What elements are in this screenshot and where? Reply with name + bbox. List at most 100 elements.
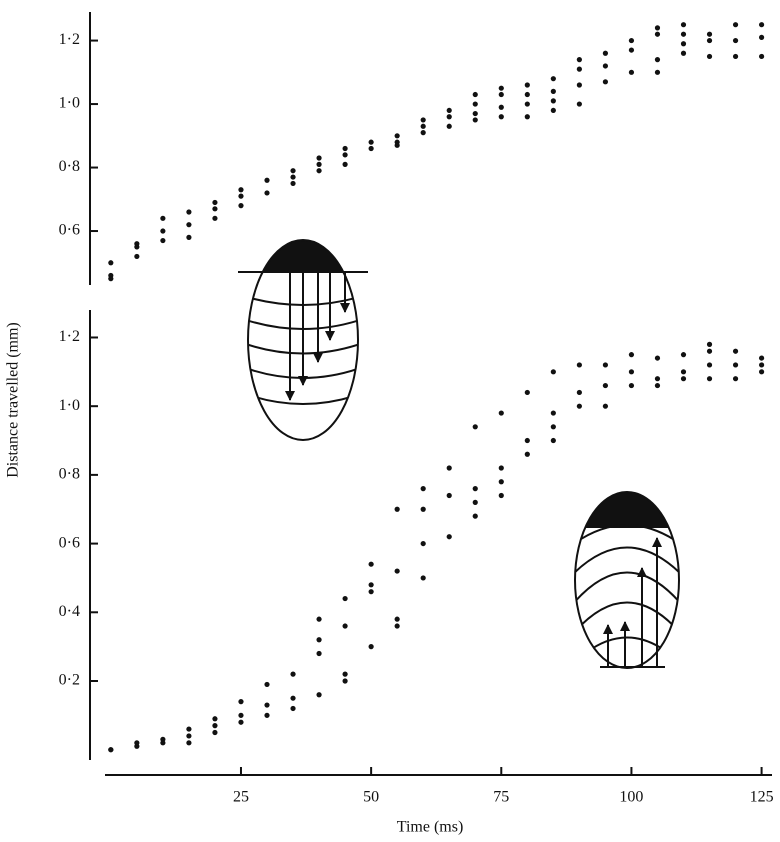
point [706,53,713,60]
point [290,671,296,677]
point [524,114,530,120]
point [524,451,530,457]
point [654,57,661,63]
point [680,31,687,37]
point [654,382,661,389]
point [394,568,400,574]
point [394,616,400,622]
point [212,723,218,729]
point [368,561,374,567]
point [290,695,296,701]
point [238,699,244,705]
point [290,168,296,174]
y-tick-label: 0·8 [59,158,80,175]
point [706,362,713,368]
point [446,492,452,499]
point [472,424,478,430]
point [342,145,348,152]
x-tick-label: 100 [619,789,643,806]
point [680,22,687,28]
point [446,465,452,471]
point [420,123,426,129]
point [420,540,426,547]
point [498,465,504,471]
point [758,369,765,375]
point [602,63,609,69]
point [290,180,296,187]
point [576,57,582,63]
y-axis-label: Distance travelled (mm) [5,322,22,478]
point [732,22,739,28]
point [420,486,426,492]
point [472,513,478,519]
inset-diagram-bottom [574,491,680,669]
point [680,41,687,47]
point [212,199,218,206]
point [316,692,322,698]
point [758,34,765,40]
point [654,25,661,31]
point [394,133,400,139]
y-tick-label: 0·6 [59,534,80,551]
point [576,82,582,88]
point [550,107,556,114]
point [550,424,556,430]
point [576,66,582,72]
point [758,22,765,28]
y-tick-label: 1·2 [59,328,80,345]
point [576,362,582,368]
point [160,215,166,221]
point [264,702,270,708]
point [212,716,218,722]
point [602,50,609,56]
point [238,719,244,725]
point [394,623,400,629]
point [498,479,504,485]
point [420,117,426,123]
point [108,260,114,266]
point [186,740,192,746]
point [368,139,374,145]
point [342,671,348,677]
point [316,168,322,174]
point [680,376,687,382]
point [368,582,374,588]
point [524,437,530,444]
point [628,369,635,375]
point [758,53,765,60]
point [706,37,713,44]
y-tick-label: 0·4 [59,603,80,620]
point [394,142,400,148]
point [108,747,114,753]
point [602,362,609,368]
point [394,506,400,512]
point [498,410,504,416]
point [238,712,244,718]
point [576,403,582,409]
point [550,410,556,416]
point [368,589,374,595]
point [134,244,140,250]
point [316,155,322,161]
point [342,678,348,684]
point [160,228,166,234]
point [654,69,661,75]
point [238,187,244,193]
point [160,237,166,244]
point [472,101,478,107]
point [628,69,635,75]
point [446,534,452,540]
point [576,389,582,396]
point [550,76,556,82]
point [498,85,504,91]
point [472,486,478,492]
point [186,222,192,228]
point [290,705,296,712]
point [420,575,426,581]
y-tick-label: 0·6 [59,222,80,239]
point [680,50,687,56]
point [550,98,556,104]
point [108,276,114,282]
x-axis-label: Time (ms) [397,819,464,836]
